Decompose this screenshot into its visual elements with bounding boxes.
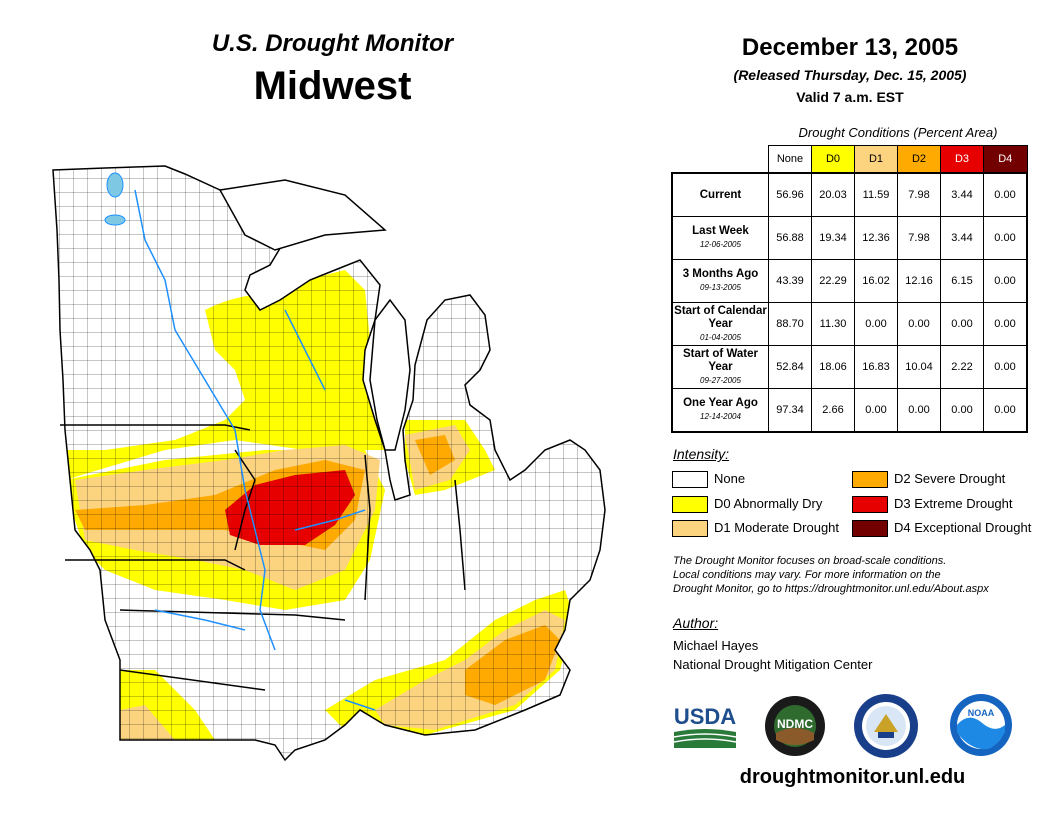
row-label: Start of Calendar Year 01-04-2005 (671, 302, 769, 346)
legend-item-d1: D1 Moderate Drought (672, 520, 839, 538)
table-cell: 0.00 (940, 388, 984, 433)
doc-seal-logo (854, 694, 918, 758)
ndmc-logo: NDMC (765, 696, 825, 756)
row-label: One Year Ago 12-14-2004 (671, 388, 769, 433)
svg-text:NOAA: NOAA (968, 708, 995, 718)
table-cell: 0.00 (983, 345, 1028, 389)
usda-logo: USDA (674, 704, 736, 748)
legend-swatch (672, 471, 708, 489)
legend-swatch (672, 496, 708, 514)
table-cell: 3.44 (940, 216, 984, 260)
table-cell: 2.22 (940, 345, 984, 389)
legend-item-d2: D2 Severe Drought (852, 471, 1005, 489)
table-cell: 0.00 (854, 302, 898, 346)
footer-url[interactable]: droughtmonitor.unl.edu (739, 766, 966, 788)
row-label: Last Week 12-06-2005 (671, 216, 769, 260)
table-cell: 16.02 (854, 259, 898, 303)
col-header: None (768, 145, 812, 174)
noaa-logo: NOAA (950, 694, 1012, 756)
table-cell: 0.00 (897, 388, 941, 433)
table-row: One Year Ago 12-14-2004 97.34 2.66 0.00 0.00 0… (671, 388, 1028, 433)
table-cell: 0.00 (854, 388, 898, 433)
table-cell: 16.83 (854, 345, 898, 389)
drought-map (52, 165, 606, 762)
legend-item-d3: D3 Extreme Drought (852, 496, 1013, 514)
table-cell: 43.39 (768, 259, 812, 303)
legend-swatch (852, 471, 888, 489)
author-heading: Author: (673, 615, 719, 631)
table-cell: 3.44 (940, 172, 984, 217)
table-cell: 18.06 (811, 345, 855, 389)
table-cell: 0.00 (940, 302, 984, 346)
table-row: Start of Calendar Year 01-04-2005 88.70 11.… (671, 302, 1028, 346)
table-cell: 20.03 (811, 172, 855, 217)
table-cell: 10.04 (897, 345, 941, 389)
author-name: Michael Hayes (673, 638, 759, 653)
table-cell: 88.70 (768, 302, 812, 346)
product-title: U.S. Drought Monitor (211, 30, 454, 57)
svg-text:NDMC: NDMC (777, 717, 813, 731)
table-cell: 22.29 (811, 259, 855, 303)
lake-michigan (369, 298, 411, 451)
svg-text:USDA: USDA (674, 704, 736, 729)
legend-item-d0: D0 Abnormally Dry (672, 496, 822, 514)
table-cell: 12.16 (897, 259, 941, 303)
map-date: December 13, 2005 (741, 34, 959, 61)
table-cell: 0.00 (897, 302, 941, 346)
valid-time: Valid 7 a.m. EST (796, 89, 904, 105)
legend-title: Intensity: (673, 446, 730, 462)
table-row: Current 56.96 20.03 11.59 7.98 3.44 0.00 (671, 172, 1028, 217)
table-cell: 97.34 (768, 388, 812, 433)
legend-swatch (852, 520, 888, 538)
table-cell: 19.34 (811, 216, 855, 260)
region-title: Midwest (253, 64, 412, 108)
legend-swatch (672, 520, 708, 538)
lake-superior (218, 179, 387, 251)
table-caption: Drought Conditions (Percent Area) (798, 125, 998, 140)
table-cell: 7.98 (897, 216, 941, 260)
table-cell: 0.00 (983, 259, 1028, 303)
table-row: Last Week 12-06-2005 56.88 19.34 12.36 7.98 3.… (671, 216, 1028, 260)
table-row: Start of Water Year 09-27-2005 52.84 18.06 1… (671, 345, 1028, 389)
table-cell: 7.98 (897, 172, 941, 217)
table-cell: 0.00 (983, 216, 1028, 260)
table-cell: 11.59 (854, 172, 898, 217)
table-row: 3 Months Ago 09-13-2005 43.39 22.29 16.02 12.… (671, 259, 1028, 303)
col-header: D4 (983, 145, 1028, 174)
col-header: D3 (940, 145, 984, 174)
drought-conditions-table: None D0 D1 D2 D3 D4 Current 56.96 20.03 11.… (671, 145, 1028, 433)
table-cell: 6.15 (940, 259, 984, 303)
disclaimer-note: The Drought Monitor focuses on broad-sca… (673, 555, 989, 595)
col-header: D0 (811, 145, 855, 174)
table-cell: 12.36 (854, 216, 898, 260)
release-date: (Released Thursday, Dec. 15, 2005) (733, 67, 967, 83)
table-cell: 52.84 (768, 345, 812, 389)
legend-swatch (852, 496, 888, 514)
legend-item-none: None (672, 471, 745, 489)
row-label: Start of Water Year 09-27-2005 (671, 345, 769, 389)
table-cell: 11.30 (811, 302, 855, 346)
legend-item-d4: D4 Exceptional Drought (852, 520, 1031, 538)
col-header: D1 (854, 145, 898, 174)
col-header: D2 (897, 145, 941, 174)
table-cell: 0.00 (983, 302, 1028, 346)
table-cell: 56.96 (768, 172, 812, 217)
table-cell: 0.00 (983, 388, 1028, 433)
author-organization: National Drought Mitigation Center (673, 657, 873, 672)
table-cell: 56.88 (768, 216, 812, 260)
row-label: Current (671, 172, 769, 217)
row-label: 3 Months Ago 09-13-2005 (671, 259, 769, 303)
table-cell: 2.66 (811, 388, 855, 433)
table-cell: 0.00 (983, 172, 1028, 217)
